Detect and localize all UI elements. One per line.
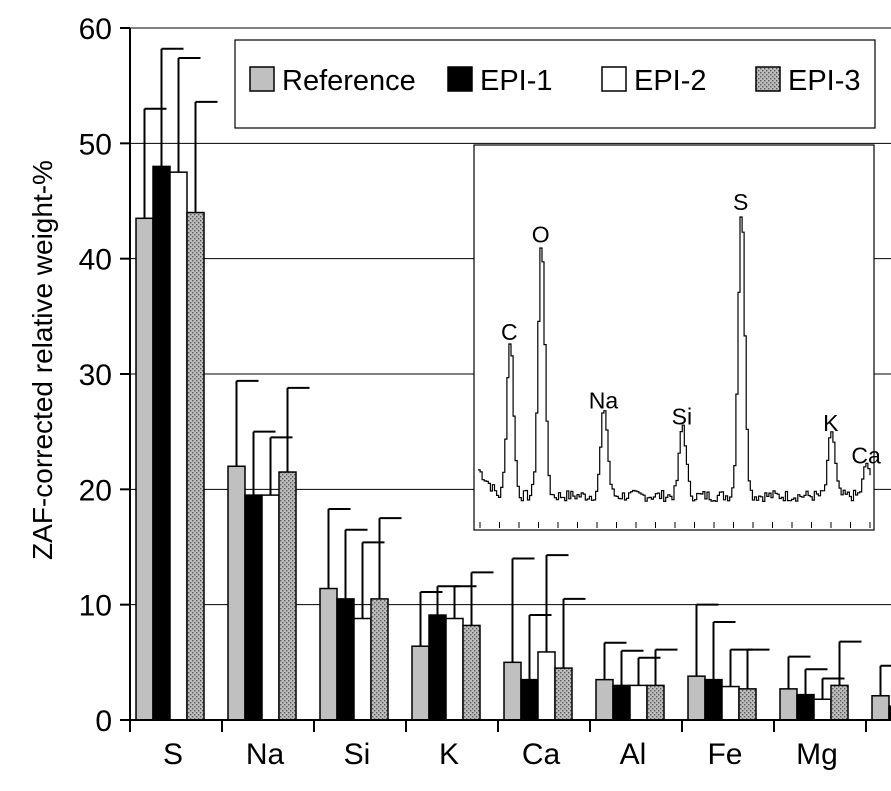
bar-EPI-1-Al: [612, 684, 631, 721]
inset-frame: [473, 144, 875, 531]
legend-label-EPI-2: EPI-2: [634, 65, 707, 97]
x-tick-label: Al: [620, 738, 647, 771]
bar-Reference-K: [411, 645, 430, 721]
peak-label-Na: Na: [589, 387, 619, 413]
eds-spectrum-inset: C O Na Si S K Ca: [473, 144, 881, 531]
bar-EPI-1-Cl: [888, 705, 891, 721]
peak-label-S: S: [733, 189, 748, 215]
bar-EPI-1-Mg: [796, 693, 815, 721]
legend-label-EPI-3: EPI-3: [788, 65, 861, 97]
legend-label-EPI-1: EPI-1: [480, 65, 553, 97]
legend-swatch-Reference: [249, 66, 275, 92]
x-tick-label: Mg: [796, 738, 838, 771]
bar-EPI-2-Mg: [813, 698, 832, 721]
peak-label-K: K: [823, 410, 839, 436]
legend-swatch-EPI-1: [447, 66, 473, 92]
bar-EPI-3-Mg: [830, 684, 849, 721]
bar-Reference-Ca: [503, 661, 522, 721]
bar-EPI-1-Ca: [520, 678, 539, 721]
bar-Reference-Na: [227, 465, 246, 721]
bar-EPI-1-Si: [336, 598, 355, 721]
axes: 0102030405060SNaSiKCaAlFeMgCl: [79, 13, 891, 771]
y-tick-label: 30: [79, 359, 112, 392]
x-tick-label: Fe: [707, 738, 742, 771]
bar-Reference-S: [135, 217, 154, 721]
legend-swatch-EPI-3: [755, 66, 781, 92]
legend: Reference EPI-1 EPI-2 EPI-3: [234, 39, 876, 129]
y-tick-label: 0: [95, 705, 112, 738]
bar-Reference-Si: [319, 587, 338, 721]
x-tick-label: Si: [344, 738, 371, 771]
y-tick-label: 10: [79, 590, 112, 623]
bar-EPI-1-S: [152, 165, 171, 721]
bar-EPI-2-Fe: [721, 685, 740, 721]
x-tick-label: S: [163, 738, 183, 771]
bar-Reference-Al: [595, 678, 614, 721]
bar-EPI-2-Na: [261, 494, 280, 721]
peak-label-O: O: [532, 222, 550, 248]
bar-Reference-Fe: [687, 675, 706, 721]
y-tick-label: 40: [79, 244, 112, 277]
bar-EPI-3-Na: [278, 471, 297, 721]
bar-EPI-3-Al: [646, 684, 665, 721]
y-axis-label: ZAF-corrected relative weight-%: [27, 160, 58, 560]
x-tick-label: K: [439, 738, 459, 771]
bar-Reference-Cl: [871, 695, 890, 721]
bar-EPI-2-Ca: [537, 651, 556, 721]
bar-EPI-3-Ca: [554, 667, 573, 721]
peak-label-Si: Si: [672, 404, 692, 430]
bar-EPI-3-Si: [370, 598, 389, 721]
bar-EPI-3-K: [462, 624, 481, 721]
y-tick-label: 60: [79, 13, 112, 46]
legend-label-Reference: Reference: [282, 65, 416, 97]
bar-EPI-2-Si: [353, 617, 372, 721]
y-tick-label: 50: [79, 128, 112, 161]
legend-swatch-EPI-2: [601, 66, 627, 92]
bar-EPI-2-Al: [629, 684, 648, 721]
peak-label-Ca: Ca: [851, 443, 881, 469]
y-tick-label: 20: [79, 474, 112, 507]
bar-Reference-Mg: [779, 688, 798, 721]
bar-EPI-2-K: [445, 617, 464, 721]
spectrum-line: [478, 216, 871, 502]
bar-EPI-1-Na: [244, 494, 263, 721]
bar-EPI-1-Fe: [704, 678, 723, 721]
bar-EPI-2-S: [169, 171, 188, 721]
bar-EPI-1-K: [428, 614, 447, 721]
peak-label-C: C: [501, 319, 518, 345]
x-tick-label: Ca: [522, 738, 561, 771]
bar-EPI-3-S: [186, 211, 205, 721]
x-tick-label: Na: [246, 738, 285, 771]
bar-EPI-3-Fe: [738, 688, 757, 721]
